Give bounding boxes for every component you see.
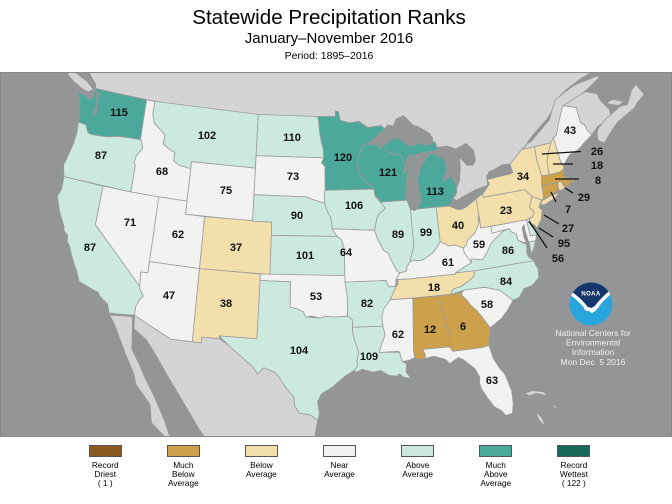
- svg-text:120: 120: [334, 152, 352, 164]
- svg-text:12: 12: [424, 324, 436, 336]
- svg-text:43: 43: [564, 125, 576, 137]
- svg-text:68: 68: [156, 166, 168, 178]
- svg-text:73: 73: [287, 171, 299, 183]
- svg-text:99: 99: [420, 227, 432, 239]
- svg-text:18: 18: [428, 282, 440, 294]
- svg-text:7: 7: [565, 204, 571, 216]
- svg-text:87: 87: [84, 242, 96, 254]
- svg-text:8: 8: [595, 175, 601, 187]
- svg-text:71: 71: [124, 217, 136, 229]
- svg-text:6: 6: [460, 321, 466, 333]
- svg-text:29: 29: [578, 192, 590, 204]
- svg-text:102: 102: [198, 130, 216, 142]
- svg-text:115: 115: [110, 107, 128, 119]
- svg-text:27: 27: [562, 223, 574, 235]
- svg-text:63: 63: [486, 375, 498, 387]
- svg-text:104: 104: [290, 345, 309, 357]
- svg-text:NOAA: NOAA: [581, 292, 601, 298]
- svg-text:47: 47: [163, 290, 175, 302]
- svg-text:121: 121: [379, 167, 397, 179]
- svg-text:62: 62: [172, 229, 184, 241]
- svg-text:89: 89: [392, 229, 404, 241]
- svg-text:87: 87: [95, 150, 107, 162]
- svg-text:62: 62: [392, 329, 404, 341]
- svg-text:106: 106: [345, 200, 363, 212]
- svg-text:37: 37: [230, 242, 242, 254]
- svg-text:110: 110: [283, 132, 301, 144]
- svg-text:113: 113: [426, 186, 444, 198]
- svg-text:Mon Dec 5 2016: Mon Dec 5 2016: [561, 357, 626, 367]
- svg-text:84: 84: [500, 276, 513, 288]
- svg-text:National Centers for: National Centers for: [555, 328, 631, 338]
- svg-text:101: 101: [296, 250, 314, 262]
- svg-text:53: 53: [310, 291, 322, 303]
- svg-text:34: 34: [517, 171, 530, 183]
- svg-text:61: 61: [442, 257, 454, 269]
- svg-text:82: 82: [361, 298, 373, 310]
- svg-text:86: 86: [502, 245, 514, 257]
- svg-text:38: 38: [220, 298, 232, 310]
- svg-text:109: 109: [360, 351, 378, 363]
- svg-text:40: 40: [452, 220, 464, 232]
- svg-text:59: 59: [473, 239, 485, 251]
- svg-text:56: 56: [552, 253, 564, 265]
- svg-text:26: 26: [591, 146, 603, 158]
- svg-text:23: 23: [500, 205, 512, 217]
- svg-text:75: 75: [220, 185, 232, 197]
- svg-text:64: 64: [340, 247, 353, 259]
- svg-text:58: 58: [481, 299, 493, 311]
- svg-text:90: 90: [291, 210, 303, 222]
- svg-text:Environmental: Environmental: [566, 338, 620, 348]
- svg-text:Information: Information: [572, 347, 615, 357]
- svg-text:18: 18: [591, 160, 603, 172]
- svg-text:95: 95: [558, 238, 570, 250]
